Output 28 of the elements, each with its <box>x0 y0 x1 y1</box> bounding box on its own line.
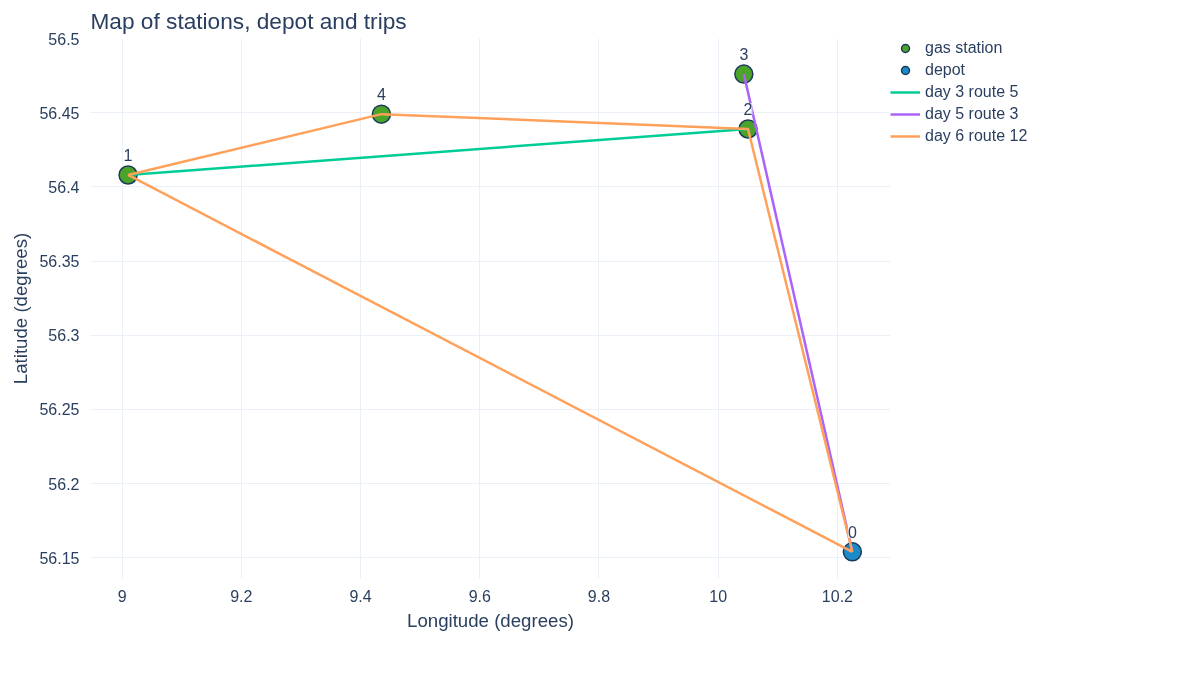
legend-label: day 5 route 3 <box>925 105 1019 123</box>
y-tick-label: 56.15 <box>39 549 80 567</box>
x-tick-label: 9.4 <box>349 587 372 605</box>
x-tick-label: 9.2 <box>230 587 253 605</box>
legend-label: depot <box>925 61 966 79</box>
y-tick-label: 56.5 <box>48 30 80 48</box>
y-tick-label: 56.3 <box>48 327 80 345</box>
x-tick-label: 9.6 <box>468 587 491 605</box>
annotation: 0 <box>847 523 857 541</box>
y-tick-label: 56.2 <box>48 475 80 493</box>
annotation: 3 <box>739 46 749 64</box>
y-tick-label: 56.35 <box>39 253 80 271</box>
x-tick-label: 10.2 <box>821 587 854 605</box>
legend-label: gas station <box>925 39 1003 57</box>
legend-label: day 3 route 5 <box>925 83 1019 101</box>
x-axis-title: Longitude (degrees) <box>407 609 575 631</box>
x-tick-label: 10 <box>709 587 728 605</box>
annotation: 2 <box>743 100 753 118</box>
x-tick-label: 9 <box>117 587 127 605</box>
annotation: 4 <box>376 86 386 104</box>
legend-label: day 6 route 12 <box>925 127 1028 145</box>
y-tick-label: 56.45 <box>39 104 80 122</box>
y-tick-label: 56.4 <box>48 178 80 196</box>
y-axis-title: Latitude (degrees) <box>10 232 32 385</box>
annotation: 1 <box>123 146 133 164</box>
chart-title: Map of stations, depot and trips <box>90 7 407 34</box>
x-tick-label: 9.8 <box>587 587 611 605</box>
y-tick-label: 56.25 <box>39 401 80 419</box>
